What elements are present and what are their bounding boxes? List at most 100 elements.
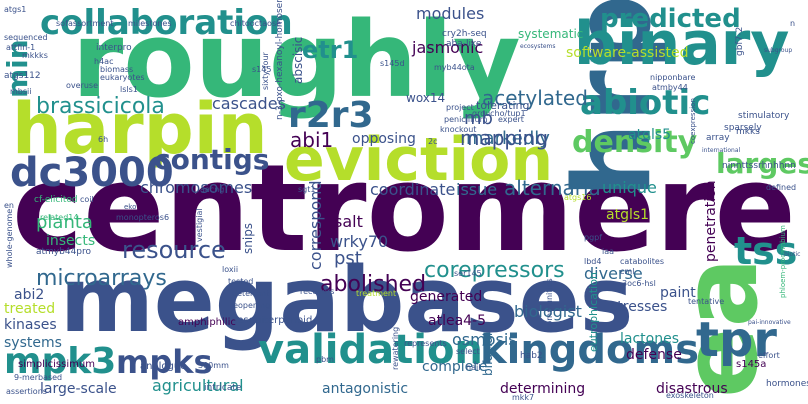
word: coordinate [370,180,456,199]
word: eviction [284,125,554,195]
word: assortment [68,19,114,28]
word: pgpf [584,233,603,242]
word: assertions [6,387,47,396]
word: simplicissimum [18,359,95,370]
word: atlea4-5 [428,313,487,329]
word: eukaryotes [100,73,145,82]
word: paint [660,285,696,301]
word: corepressors [424,258,565,283]
word: etr1 [302,36,359,64]
word: interpro [96,43,132,53]
word: eko [124,203,137,211]
word: communities [545,278,554,330]
word: penicillium [444,115,488,124]
word: systems [4,335,62,351]
word: myb44ota [434,63,475,72]
word: atgs1 [4,5,27,14]
word: chromosomes [140,178,253,197]
word: ser145 [454,269,482,278]
word: 300mm [198,361,229,370]
word: sgt1 [298,185,316,194]
word: wrky70 [330,232,389,251]
word: s145d [380,59,405,68]
word: unique [602,178,657,197]
word: tentative [688,297,725,306]
word: chitooctaose [230,19,282,28]
word: systematic [518,27,584,41]
word: deterrent [232,289,270,298]
word: cascades [212,94,286,113]
word: coexpression [689,98,697,144]
word: aba-like [446,39,482,49]
word: project [446,103,474,112]
word: pst [334,248,362,269]
word: coil [80,195,94,204]
word: atgls5 [628,127,672,143]
word: cry2h-seq [442,29,487,39]
word: effort [758,351,780,360]
word: mpks [116,343,213,381]
word: stresses [610,299,668,315]
word: n-3-oxo-hexanoyl-homoserine [275,0,285,120]
word: subgroup [764,47,793,54]
word: expert [498,115,524,124]
word: attfin-1 [6,43,36,52]
word: diverse [584,264,643,283]
word: select [456,347,480,356]
word: s145 [252,65,272,74]
word: mkk7 [512,393,535,402]
word: catabolites [620,257,664,266]
word: monopteros6 [116,213,170,222]
word: bifacial [481,332,495,376]
word: wox14 [406,91,446,105]
word: mkkks [22,51,48,60]
word: generated [410,289,483,305]
word: density [572,125,698,160]
word: aacng [200,185,225,194]
word: amphiphilic [178,317,236,328]
word: milestones [128,19,172,28]
word: sesquiterpenoid [232,315,313,326]
word: modules [416,4,485,23]
word: issue [456,180,498,199]
word: markedly [466,128,550,149]
word: software-assisted [566,45,689,61]
word: osmosis [452,330,517,349]
word: gbf7-2 [735,26,745,56]
word: pbm [316,355,334,364]
word: defined [766,183,797,192]
word: iaa [602,247,615,256]
word: phloem-procambium [779,225,787,298]
word: resource [122,236,226,264]
word: whole-genome [5,208,14,268]
word: mb [464,108,493,129]
word: mbsii [10,87,32,96]
word: kingdoms [480,327,700,373]
word: en [4,201,14,210]
word: pai-innovative [748,319,791,326]
word: atmyb44pro [36,247,92,257]
word: tss [734,229,798,273]
word: overuse [66,81,98,90]
word: 9-merbased [14,373,63,382]
word: atgs16 [564,193,592,202]
word: disastrous [656,381,728,397]
word: treatment [356,289,397,298]
word: collaboration [40,3,293,43]
word: tolerating [476,99,530,112]
word: salt [334,212,363,231]
word: penetration [703,180,719,262]
word: contigs [154,143,270,176]
word: vestigial [195,208,204,242]
word: antagonistic [322,381,409,397]
word: hail [466,363,481,372]
word: nipponbare [650,73,696,82]
word: hab2 [520,351,543,361]
word: validation [258,327,483,373]
word: r2r3 [288,95,374,136]
word: sof [56,19,68,28]
word: h4ac [94,57,114,66]
word: mapping [460,126,549,150]
word: tpr [696,312,777,368]
word: determining [500,381,586,397]
